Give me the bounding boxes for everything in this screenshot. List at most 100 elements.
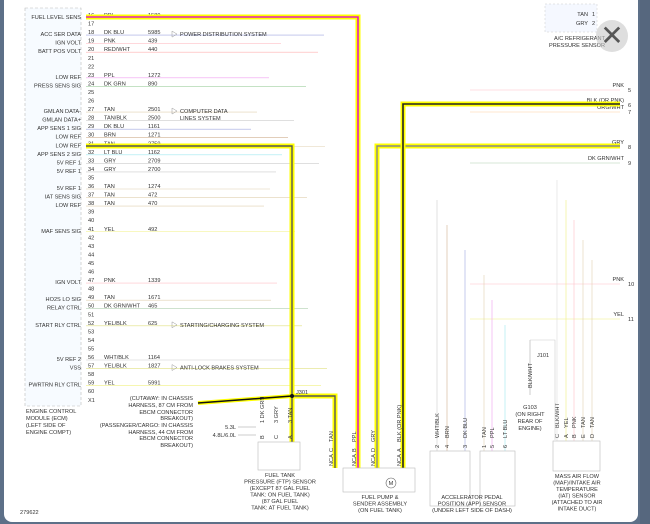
system-ref-link[interactable]: LINES SYSTEM (180, 116, 221, 122)
ecm-pin-label: RELAY CTRL (47, 306, 81, 312)
ftp-pin-wire: 3 GRY (274, 406, 280, 423)
cutaway-leader (197, 395, 293, 404)
wire-blk (402, 103, 620, 468)
scrollbar[interactable] (640, 0, 650, 524)
ecm-pin-number: 34 (88, 167, 94, 173)
ecm-pin-circuit: 472 (148, 193, 157, 199)
arrow-icon (171, 107, 178, 115)
app-sensor-name: ACCELERATOR PEDAL (441, 495, 502, 501)
ftp-pin-wire: 3 TAN (288, 408, 294, 423)
ecm-pin-number: 17 (88, 22, 94, 28)
maf-pin-letter: B (572, 434, 578, 438)
maf-pin-wire: PNK (572, 416, 578, 428)
maf-pin-letter: D (590, 434, 596, 438)
ecm-pin-number: 48 (88, 287, 94, 293)
ecm-pin-label: IAT SENS SIG (45, 195, 81, 201)
pump-pin-nca: NCA (371, 454, 377, 466)
maf-pin-letter: A (564, 434, 570, 438)
ecm-pin-circuit: 1339 (148, 278, 160, 284)
ecm-pin-color: YEL (104, 381, 115, 387)
ecm-pin-label: 5V REF 1 (57, 169, 81, 175)
ground-wire (530, 339, 556, 440)
right-pin-number: 9 (628, 161, 631, 167)
ecm-pin-color: YEL (104, 227, 115, 233)
ecm-pin-number: 43 (88, 244, 94, 250)
ftp-sensor-name: (87 GAL FUEL (262, 499, 298, 505)
arrow-icon (171, 321, 178, 329)
ecm-pin-label: VSS (70, 366, 81, 372)
pump-pin-wire: BLK (OR PNK) (397, 405, 403, 442)
right-pin-number: 6 (628, 103, 631, 109)
pump-pin-letter: C (329, 448, 335, 452)
ecm-pin-number: 22 (88, 64, 94, 70)
app-pin-wire: LT BLU (503, 420, 509, 438)
ecm-pin-number: 37 (88, 193, 94, 199)
ecm-pin-circuit: 2500 (148, 116, 160, 122)
pump-pin-nca: NCA (329, 454, 335, 466)
ecm-pin-circuit: 1161 (148, 124, 160, 130)
arrow-icon (171, 30, 178, 38)
ecm-title-line: MODULE (ECM) (26, 416, 68, 422)
note-line: BREAKOUT) (160, 416, 193, 422)
system-ref-link[interactable]: STARTING/CHARGING SYSTEM (180, 323, 264, 329)
app-sensor-right-box (479, 450, 516, 507)
ecm-title: ENGINE CONTROL MODULE (ECM) (LEFT SIDE O… (26, 409, 76, 436)
app-pin-wire: DK BLU (463, 418, 469, 438)
right-pin-color: YEL (613, 312, 624, 318)
ftp-sensor-name: TANK: AT FUEL TANK) (251, 506, 309, 512)
note-line: HARNESS, 44 CM FROM (128, 430, 193, 436)
maf-pin-wire: BLK/WHT (555, 403, 561, 428)
ecm-pin-number: 47 (88, 278, 94, 284)
ecm-title-line: ENGINE COMPT) (26, 430, 71, 436)
note-line: (CUTAWAY: IN CHASSIS (130, 396, 193, 402)
ecm-pin-label: BATT POS VOLT (38, 49, 81, 55)
fuel-pump-box (342, 467, 416, 493)
ecm-pin-number: 56 (88, 355, 94, 361)
ground-label: G103 (523, 405, 537, 411)
ftp-pin-letter: A (288, 435, 294, 439)
ecm-pin-color: BRN (104, 133, 116, 139)
ecm-pin-number: 53 (88, 329, 94, 335)
ac-pin-number: 1 (592, 12, 595, 18)
ecm-pin-circuit: 470 (148, 201, 157, 207)
system-ref-link[interactable]: POWER DISTRIBUTION SYSTEM (180, 32, 267, 38)
close-x-icon[interactable]: ✕ (596, 20, 628, 52)
ecm-pin-circuit: 1274 (148, 184, 160, 190)
ac-sensor-name: PRESSURE SENSOR (549, 43, 605, 49)
ecm-pin-label: START RLY CTRL (35, 323, 81, 329)
maf-sensor-box (552, 440, 601, 472)
maf-pin-letter: E (581, 434, 587, 438)
ecm-pin-label: GMLAN DATA+ (42, 118, 81, 124)
ecm-pin-color: TAN (104, 295, 115, 301)
right-pin-number: 5 (628, 88, 631, 94)
splice2-label: J101 (537, 353, 549, 359)
ecm-pin-circuit: 1827 (148, 364, 160, 370)
ecm-pin-color: GRY (104, 167, 116, 173)
ecm-pin-number: X1 (88, 398, 95, 404)
ecm-pin-circuit: 1271 (148, 133, 160, 139)
ecm-pin-color: TAN (104, 201, 115, 207)
maf-pin-wire: TAN (581, 417, 587, 428)
app-pin-wire: TAN (482, 427, 488, 438)
ecm-pin-label: 5V REF 1 (57, 186, 81, 192)
wire-tan (86, 145, 293, 442)
app-pin-letter: 6 (503, 445, 509, 448)
ecm-pin-circuit: 5985 (148, 30, 160, 36)
ecm-pin-color: RED/WHT (104, 47, 131, 53)
ecm-pin-number: 50 (88, 304, 94, 310)
ecm-pin-number: 35 (88, 175, 94, 181)
system-ref-link[interactable]: COMPUTER DATA (180, 109, 228, 115)
wire-gry (376, 145, 620, 468)
ecm-pin-label: IGN VOLT (55, 41, 81, 47)
right-pin-color: DK GRN/WHT (588, 156, 625, 162)
ecm-pin-label: 5V REF 2 (57, 357, 81, 363)
ecm-pin-number: 51 (88, 312, 94, 318)
system-ref-link[interactable]: ANTI-LOCK BRAKES SYSTEM (180, 366, 259, 372)
ecm-pin-color: YEL/BLK (104, 321, 127, 327)
ecm-pin-number: 33 (88, 158, 94, 164)
note-line: EBCM CONNECTOR (139, 410, 193, 416)
splice-dot (290, 394, 294, 398)
app-sensor-name: (UNDER LEFT SIDE OF DASH) (432, 508, 512, 514)
ground-location: REAR OF (518, 419, 543, 425)
